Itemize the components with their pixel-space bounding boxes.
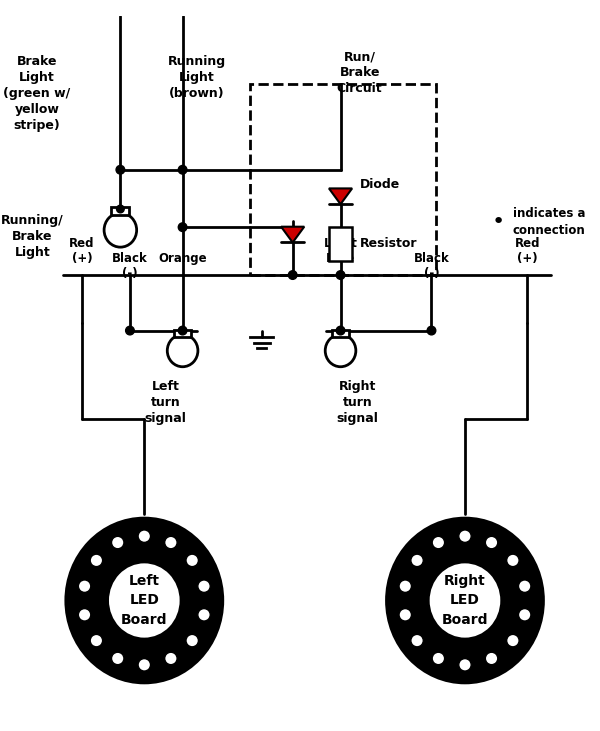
Circle shape: [459, 659, 471, 671]
Ellipse shape: [167, 335, 198, 367]
Bar: [329, 227, 352, 261]
Text: Red
(+): Red (+): [70, 238, 95, 265]
Circle shape: [518, 609, 531, 621]
Circle shape: [506, 635, 519, 647]
Circle shape: [79, 580, 91, 592]
Text: Brake
Light
(green w/
yellow
stripe): Brake Light (green w/ yellow stripe): [4, 55, 71, 132]
Circle shape: [485, 652, 498, 664]
Circle shape: [79, 609, 91, 621]
Text: Red
(+): Red (+): [514, 238, 540, 265]
Text: Black
(-): Black (-): [112, 251, 148, 280]
Text: Run/
Brake
Circuit: Run/ Brake Circuit: [337, 50, 382, 95]
Circle shape: [485, 537, 498, 549]
Circle shape: [138, 659, 151, 671]
Ellipse shape: [325, 335, 356, 367]
Ellipse shape: [108, 562, 181, 639]
Circle shape: [138, 530, 151, 542]
Circle shape: [506, 554, 519, 567]
Circle shape: [125, 326, 134, 335]
Circle shape: [178, 165, 187, 174]
Circle shape: [289, 270, 297, 279]
Circle shape: [116, 205, 124, 213]
Text: Left
turn
signal: Left turn signal: [145, 380, 187, 425]
Circle shape: [432, 537, 445, 549]
Circle shape: [518, 580, 531, 592]
Circle shape: [90, 554, 103, 567]
Circle shape: [411, 635, 423, 647]
Circle shape: [112, 652, 124, 664]
Circle shape: [178, 326, 187, 335]
Circle shape: [178, 223, 187, 232]
Circle shape: [459, 530, 471, 542]
Text: Light
Blue: Light Blue: [323, 238, 358, 265]
Ellipse shape: [104, 213, 137, 247]
Circle shape: [399, 580, 412, 592]
Circle shape: [336, 270, 345, 279]
Text: Diode: Diode: [359, 178, 400, 191]
Text: •: •: [492, 213, 505, 232]
Polygon shape: [281, 227, 304, 243]
Circle shape: [186, 554, 199, 567]
Circle shape: [116, 165, 125, 174]
Bar: [332, 330, 349, 337]
Ellipse shape: [66, 518, 223, 683]
Circle shape: [336, 326, 345, 335]
Circle shape: [198, 580, 210, 592]
Circle shape: [164, 537, 177, 549]
Text: indicates a
connection: indicates a connection: [513, 208, 586, 238]
Text: Black
(-): Black (-): [413, 251, 449, 280]
Ellipse shape: [386, 518, 544, 683]
Polygon shape: [329, 189, 352, 204]
Circle shape: [112, 537, 124, 549]
Text: Left
LED
Board: Left LED Board: [121, 574, 167, 627]
Text: Running/
Brake
Light: Running/ Brake Light: [1, 214, 64, 260]
Text: Running
Light
(brown): Running Light (brown): [168, 55, 226, 100]
Text: Resistor: Resistor: [359, 238, 417, 251]
Circle shape: [432, 652, 445, 664]
Text: Orange: Orange: [158, 252, 207, 265]
Circle shape: [399, 609, 412, 621]
Circle shape: [90, 635, 103, 647]
Text: Right
turn
signal: Right turn signal: [337, 380, 379, 425]
Circle shape: [427, 326, 436, 335]
Circle shape: [186, 635, 199, 647]
Bar: [250, 83, 436, 275]
Bar: [112, 207, 130, 215]
Circle shape: [198, 609, 210, 621]
Circle shape: [164, 652, 177, 664]
Bar: [174, 330, 191, 337]
Ellipse shape: [428, 562, 502, 639]
Circle shape: [411, 554, 423, 567]
Text: Right
LED
Board: Right LED Board: [442, 574, 488, 627]
